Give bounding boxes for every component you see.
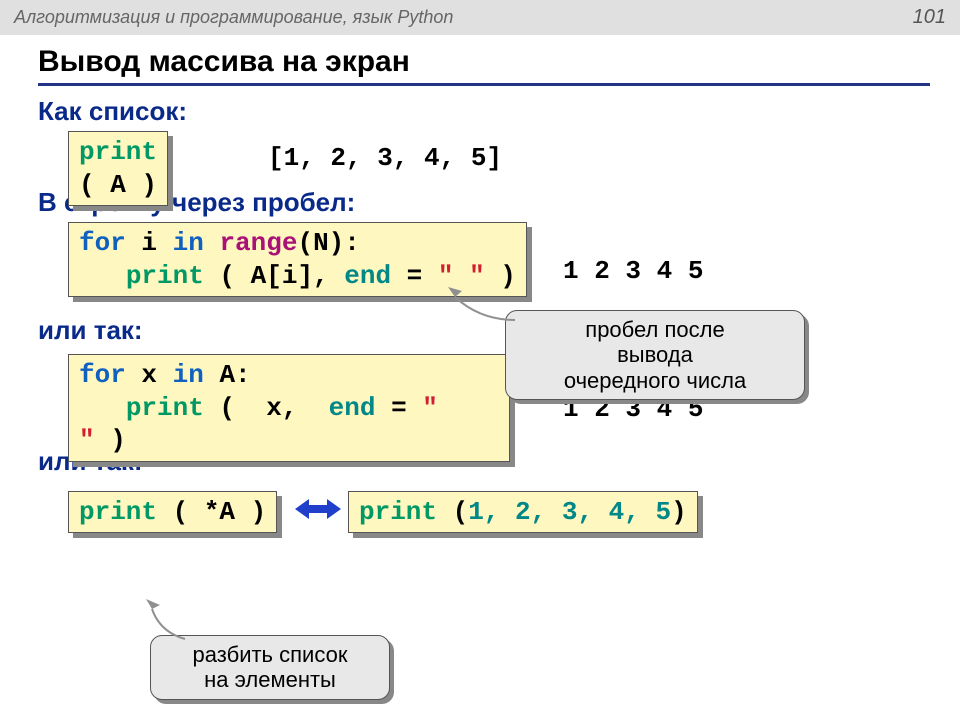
code-rest: ( A ): [79, 170, 157, 200]
close5: ): [671, 497, 687, 527]
kw-for2: for: [79, 360, 126, 390]
kw-range: range: [219, 228, 297, 258]
code-tail2: ( A[i],: [204, 261, 344, 291]
header-bar: Алгоритмизация и программирование, язык …: [0, 0, 960, 35]
eq: =: [391, 261, 438, 291]
callout-pointer-1: [440, 285, 560, 345]
slide-title: Вывод массива на экран: [38, 45, 930, 86]
kw-i: i: [126, 228, 173, 258]
kw-print2: print: [126, 261, 204, 291]
args5: 1, 2, 3, 4, 5: [468, 497, 671, 527]
kw-for: for: [79, 228, 126, 258]
kw-end: end: [344, 261, 391, 291]
kw-print: print: [79, 137, 157, 167]
kw-in2: in: [173, 360, 204, 390]
kw-x: x: [126, 360, 173, 390]
open5: (: [437, 497, 468, 527]
row-star-a: print ( *A ) print (1, 2, 3, 4, 5): [68, 491, 930, 541]
codebox-star-a: print ( *A ): [68, 491, 277, 534]
eq2: =: [375, 393, 422, 423]
sp: [204, 228, 220, 258]
kw-print4: print: [79, 497, 157, 527]
kw-in: in: [173, 228, 204, 258]
page-number: 101: [913, 6, 946, 29]
close2: ): [95, 425, 126, 455]
kw-print3: print: [126, 393, 204, 423]
output-list: [1, 2, 3, 4, 5]: [268, 143, 502, 173]
tail2b: ( x,: [204, 393, 329, 423]
main-content: Вывод массива на экран Как список: print…: [0, 35, 960, 541]
callout-pointer-2: [140, 597, 220, 647]
codebox-print-a: print ( A ): [68, 131, 168, 206]
row-print-a: print ( A ) [1, 2, 3, 4, 5]: [68, 131, 930, 209]
output-12345-a: 1 2 3 4 5: [563, 256, 703, 286]
rest4: ( *A ): [157, 497, 266, 527]
kw-end2: end: [329, 393, 376, 423]
course-title: Алгоритмизация и программирование, язык …: [14, 7, 453, 28]
kw-print5: print: [359, 497, 437, 527]
codebox-for-x: for x in A: print ( x, end = " " ): [68, 354, 510, 462]
double-arrow-icon: [293, 491, 343, 531]
section-as-list: Как список:: [38, 96, 930, 127]
codebox-print-expanded: print (1, 2, 3, 4, 5): [348, 491, 698, 534]
